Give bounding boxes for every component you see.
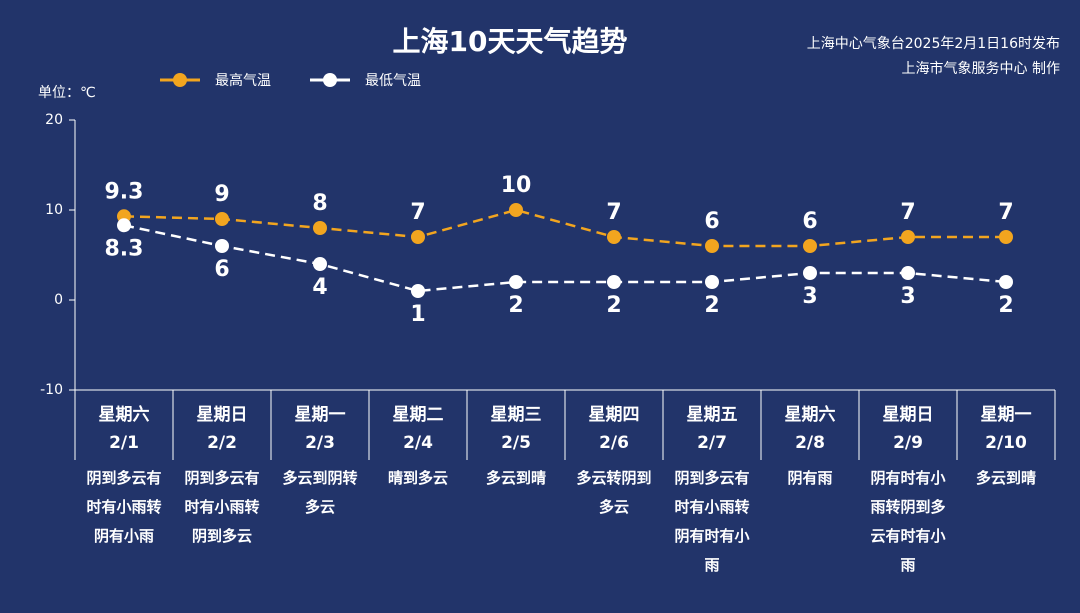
- data-point: [509, 275, 523, 289]
- weather-text: 阴有时有小雨转阴到多云有时有小雨: [870, 469, 945, 574]
- data-point: [117, 218, 131, 233]
- data-point: [607, 275, 621, 289]
- data-point: [803, 239, 817, 253]
- source-line: 上海市气象服务中心 制作: [902, 60, 1060, 77]
- data-point: [803, 266, 817, 280]
- data-label: 7: [900, 200, 915, 225]
- source-line: 上海中心气象台2025年2月1日16时发布: [807, 36, 1060, 52]
- weekday-label: 星期六: [99, 404, 150, 425]
- data-label: 9: [214, 182, 229, 207]
- weekday-label: 星期三: [491, 405, 542, 425]
- data-point: [705, 239, 719, 253]
- legend-marker: [173, 73, 187, 87]
- data-label: 2: [998, 293, 1013, 318]
- weekday-label: 星期日: [197, 405, 248, 425]
- data-label: 9.3: [105, 179, 144, 204]
- data-label: 2: [704, 293, 719, 318]
- weekday-label: 星期日: [883, 405, 934, 425]
- data-point: [999, 275, 1013, 289]
- legend-marker: [323, 73, 337, 87]
- chart-title: 上海10天天气趋势: [393, 25, 628, 58]
- x-tick-label: 2/6: [599, 433, 629, 453]
- x-tick-label: 2/10: [985, 433, 1027, 453]
- data-point: [901, 230, 915, 244]
- weather-text: 多云到晴: [486, 469, 546, 487]
- weekday-label: 星期一: [981, 405, 1032, 425]
- data-label: 6: [704, 209, 719, 234]
- data-label: 7: [606, 200, 621, 225]
- data-point: [215, 212, 229, 226]
- weather-text: 阴到多云有时有小雨转阴到多云: [184, 469, 259, 545]
- data-label: 6: [214, 257, 229, 282]
- weather-text: 多云转阴到多云: [576, 469, 651, 516]
- weather-text: 阴有雨: [787, 469, 832, 487]
- x-tick-label: 2/8: [795, 433, 825, 453]
- data-label: 3: [802, 284, 817, 309]
- x-tick-label: 2/7: [697, 433, 727, 453]
- data-label: 2: [508, 293, 523, 318]
- weather-text: 阴到多云有时有小雨转阴有时有小雨: [674, 469, 749, 574]
- data-point: [411, 230, 425, 244]
- weekday-label: 星期五: [687, 405, 738, 425]
- data-label: 1: [410, 302, 425, 327]
- data-point: [705, 275, 719, 289]
- y-tick-label: 10: [45, 202, 63, 218]
- legend-label: 最低气温: [365, 73, 421, 89]
- data-point: [509, 203, 523, 217]
- data-point: [313, 257, 327, 271]
- y-tick-label: 0: [54, 292, 63, 308]
- data-label: 10: [501, 173, 532, 198]
- unit-label: 单位：℃: [38, 85, 96, 101]
- data-label: 2: [606, 293, 621, 318]
- data-label: 8: [312, 191, 327, 216]
- data-point: [215, 239, 229, 253]
- data-point: [901, 266, 915, 280]
- data-label: 3: [900, 284, 915, 309]
- y-tick-label: -10: [40, 382, 63, 398]
- series-line: [123, 208, 1006, 248]
- x-tick-label: 2/9: [893, 433, 923, 453]
- x-tick-label: 2/1: [109, 433, 139, 453]
- x-tick-label: 2/4: [403, 433, 433, 453]
- data-label: 4: [312, 275, 327, 300]
- weekday-label: 星期一: [295, 405, 346, 425]
- weather-text: 晴到多云: [388, 469, 448, 487]
- data-point: [313, 221, 327, 235]
- data-label: 6: [802, 209, 817, 234]
- data-point: [999, 230, 1013, 244]
- weather-text: 多云到晴: [976, 469, 1036, 487]
- data-point: [607, 230, 621, 244]
- data-label: 8.3: [105, 236, 144, 261]
- data-label: 7: [410, 200, 425, 225]
- weather-text: 多云到阴转多云: [282, 469, 357, 516]
- weekday-label: 星期四: [589, 405, 640, 425]
- data-label: 7: [998, 200, 1013, 225]
- x-tick-label: 2/2: [207, 433, 237, 453]
- x-tick-label: 2/5: [501, 433, 531, 453]
- series-line: [123, 224, 1007, 293]
- weekday-label: 星期六: [785, 404, 836, 425]
- data-point: [411, 284, 425, 298]
- weekday-label: 星期二: [393, 405, 444, 425]
- weather-text: 阴到多云有时有小雨转阴有小雨: [86, 469, 161, 545]
- x-tick-label: 2/3: [305, 433, 335, 453]
- legend-label: 最高气温: [215, 72, 271, 89]
- y-tick-label: 20: [45, 112, 63, 128]
